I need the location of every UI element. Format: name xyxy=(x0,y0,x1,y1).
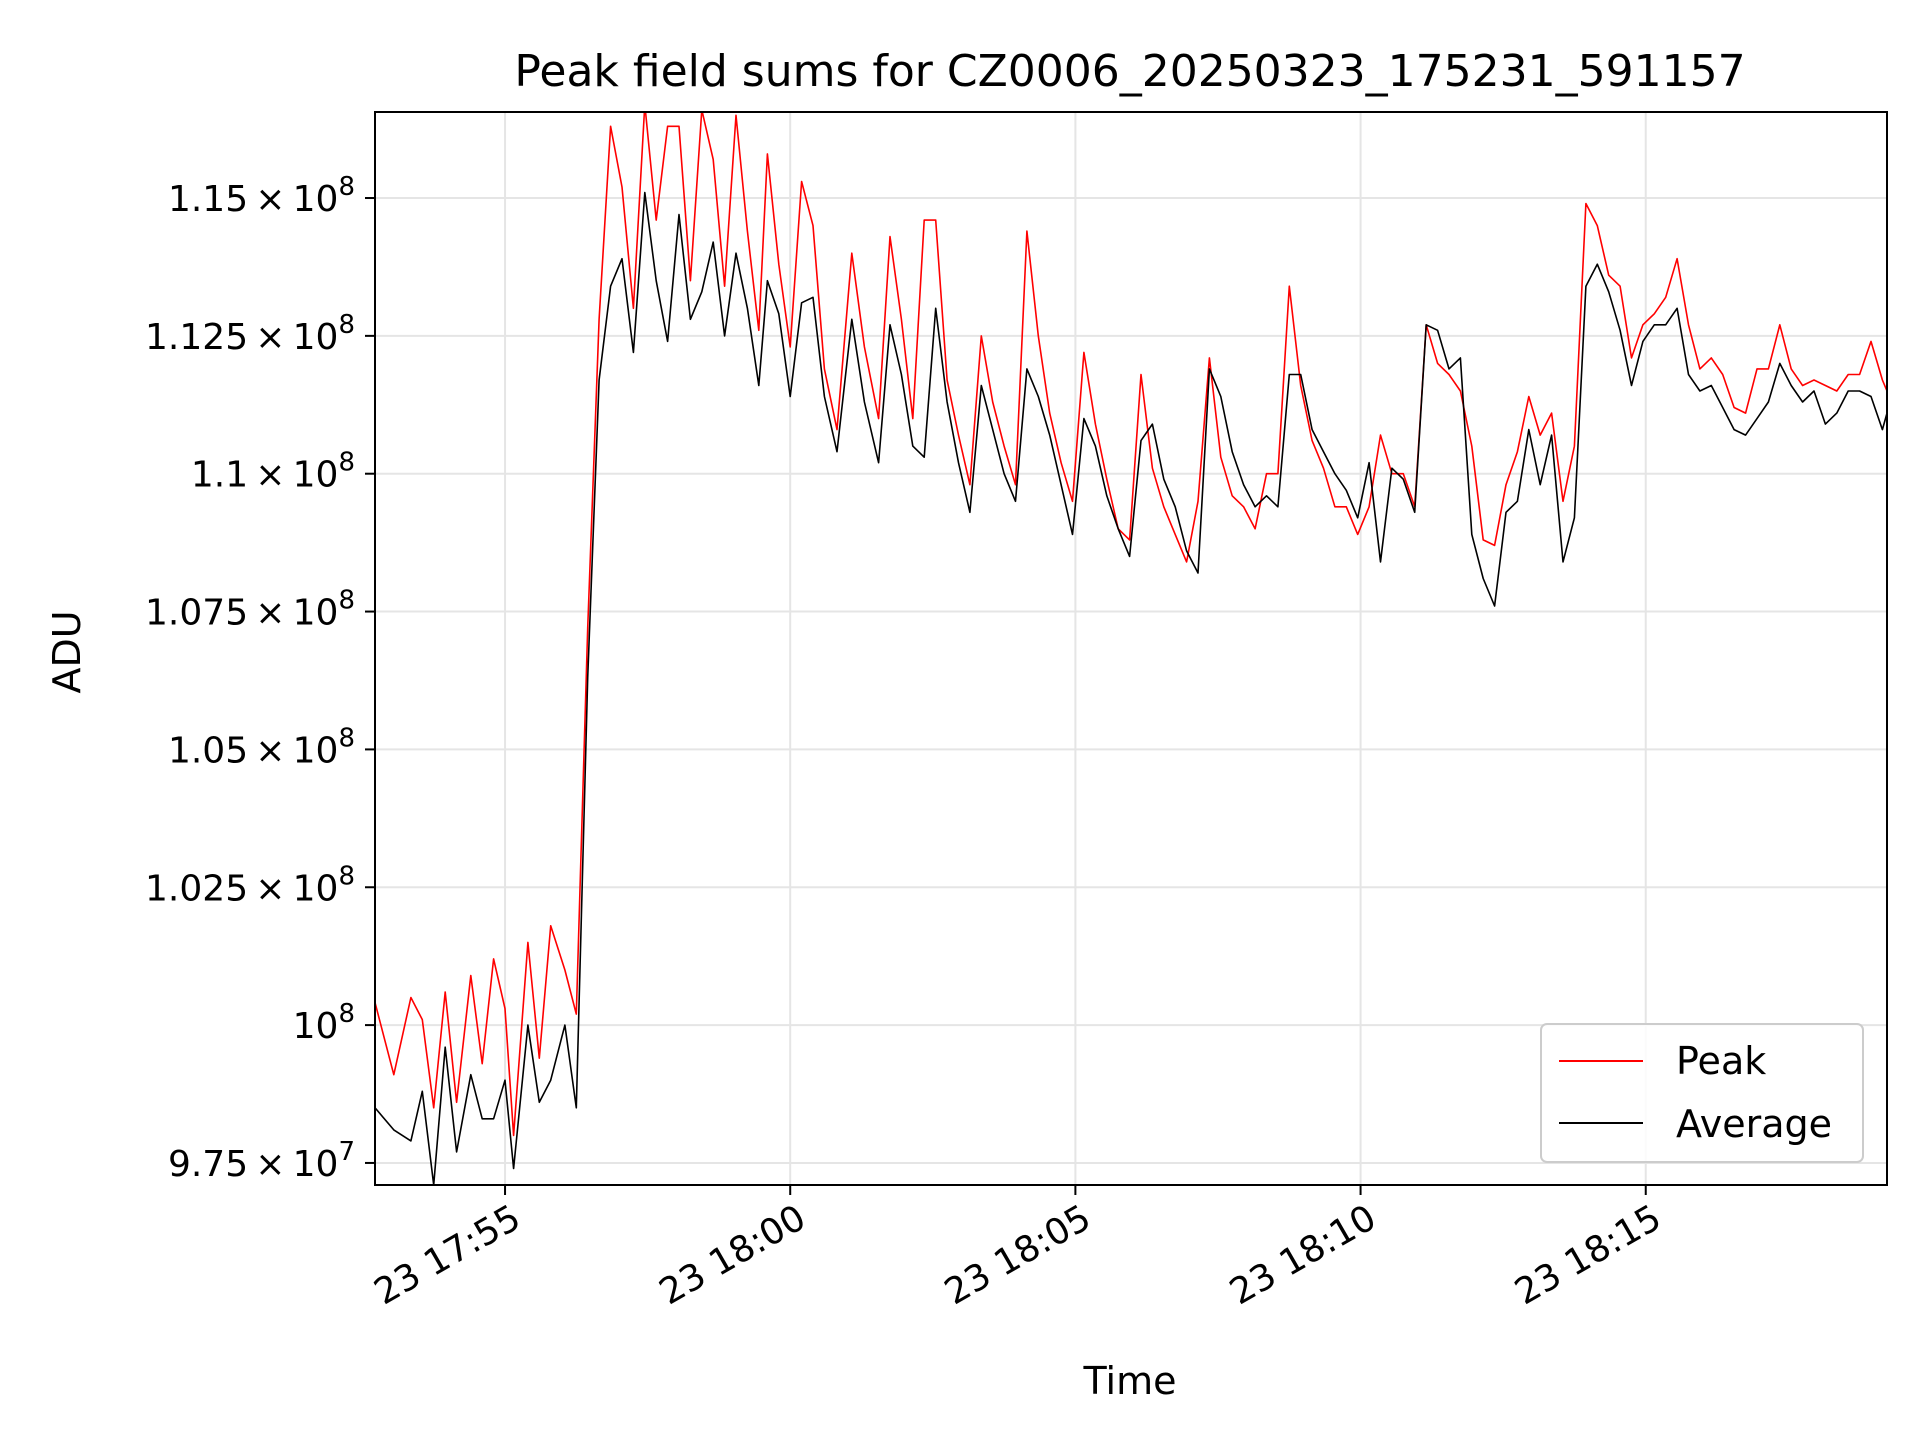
y-tick-label: 1.075 × 108 xyxy=(145,586,355,634)
grid xyxy=(375,112,1887,1185)
chart-title: Peak field sums for CZ0006_20250323_1752… xyxy=(514,46,1745,97)
legend-box xyxy=(1540,1023,1864,1163)
y-tick-label: 1.125 × 108 xyxy=(145,310,355,358)
legend: Peak Average xyxy=(1540,1023,1864,1163)
x-axis-label: Time xyxy=(1083,1359,1177,1403)
y-tick-label: 1.15 × 108 xyxy=(168,172,355,220)
y-tick-label: 108 xyxy=(293,999,355,1047)
series-layer xyxy=(375,112,1887,1185)
plot-frame xyxy=(374,111,1888,1186)
legend-label-average: Average xyxy=(1676,1102,1832,1146)
series-line-average xyxy=(375,191,1887,1185)
y-tick-label: 9.75 × 107 xyxy=(168,1137,355,1185)
y-axis-label: ADU xyxy=(45,610,89,693)
series-line-peak xyxy=(375,112,1887,1137)
y-tick-label: 1.05 × 108 xyxy=(168,723,355,771)
y-tick-label: 1.025 × 108 xyxy=(145,861,355,909)
legend-label-peak: Peak xyxy=(1676,1039,1766,1083)
y-tick-label: 1.1 × 108 xyxy=(191,448,355,496)
